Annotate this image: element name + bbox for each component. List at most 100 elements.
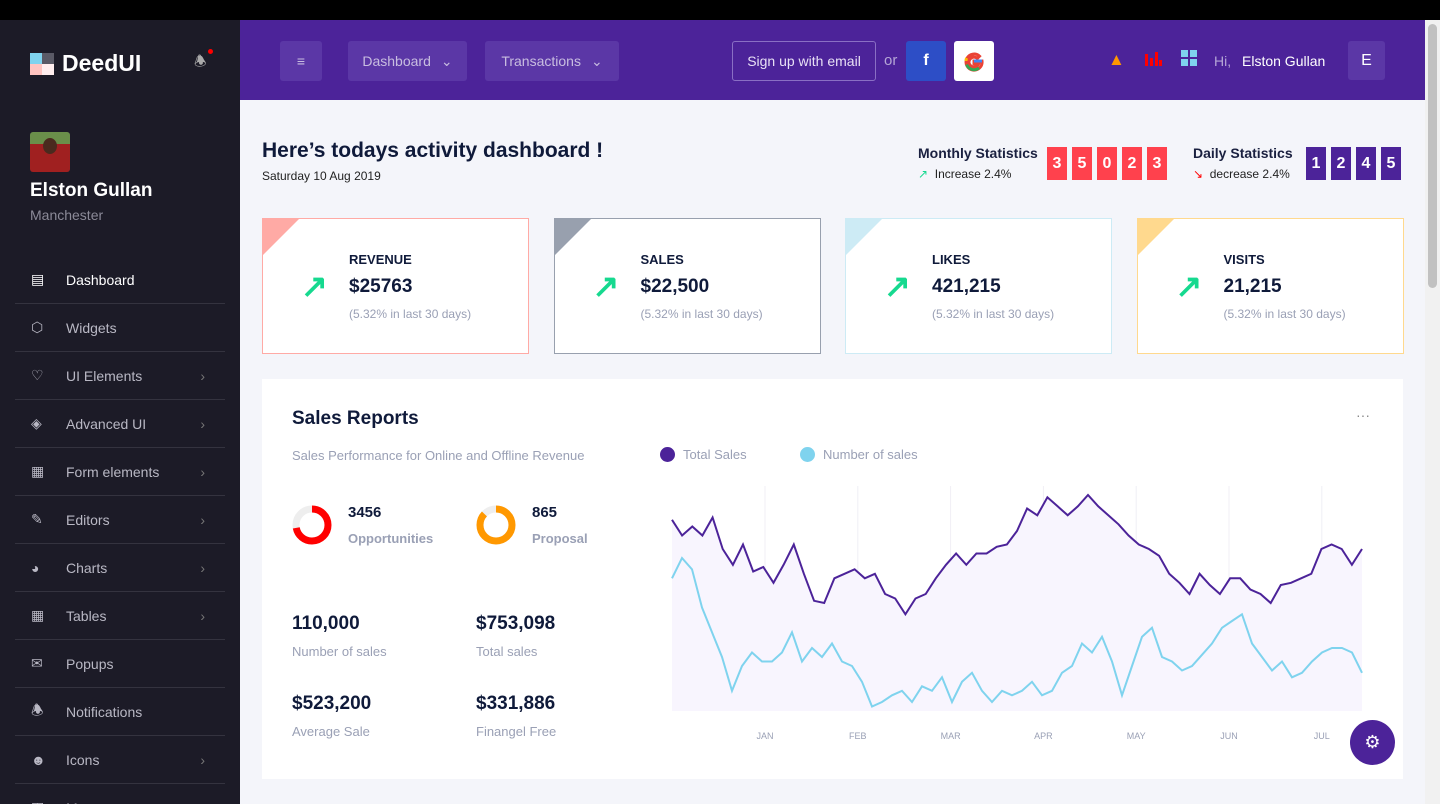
sidebar-item-form-elements[interactable]: ▦ Form elements › — [15, 448, 225, 496]
apps-grid-icon[interactable] — [1181, 50, 1197, 71]
sidebar-item-tables[interactable]: ▦ Tables › — [15, 592, 225, 640]
sidebar-item-label: UI Elements — [66, 367, 143, 384]
card-subtext: (5.32% in last 30 days) — [349, 307, 472, 321]
stat-card-sales[interactable]: ↗ SALES $22,500 (5.32% in last 30 days) — [553, 218, 821, 354]
opportunities-value: 3456 — [348, 504, 382, 521]
daily-digit: 5 — [1381, 147, 1401, 180]
grid-icon: ▦ — [31, 463, 45, 479]
more-options-icon[interactable]: ··· — [1356, 407, 1370, 423]
chevron-right-icon: › — [200, 751, 205, 768]
number-of-sales-value: 110,000 — [292, 613, 360, 634]
sidebar-item-dashboard[interactable]: ▤ Dashboard — [15, 256, 225, 304]
proposal-label: Proposal — [532, 531, 588, 546]
cube-icon: ⬡ — [31, 319, 44, 335]
stat-card-revenue[interactable]: ↗ REVENUE $25763 (5.32% in last 30 days) — [262, 218, 529, 354]
sidebar-item-label: Advanced UI — [66, 415, 147, 432]
sidebar-item-icons[interactable]: ☻ Icons › — [15, 736, 225, 784]
series-area — [672, 495, 1362, 711]
sidebar: DeedUI 🕭 Elston Gullan Manchester ▤ Dashb… — [0, 20, 240, 804]
number-of-sales-label: Number of sales — [292, 644, 387, 659]
stat-card-likes[interactable]: ↗ LIKES 421,215 (5.32% in last 30 days) — [845, 218, 1112, 354]
facebook-button[interactable]: f — [906, 41, 946, 81]
profile-name: Elston Gullan — [30, 180, 153, 201]
sidebar-item-advanced-ui[interactable]: ◈ Advanced UI › — [15, 400, 225, 448]
daily-change-text: decrease 2.4% — [1209, 167, 1290, 181]
sidebar-item-editors[interactable]: ✎ Editors › — [15, 496, 225, 544]
x-tick-label: MAR — [941, 731, 962, 741]
card-value: 421,215 — [932, 276, 1001, 297]
facebook-icon: f — [923, 52, 929, 69]
sidebar-item-label: Maps — [66, 800, 100, 804]
legend-label: Total Sales — [683, 447, 747, 462]
monthly-stats-label: Monthly Statistics — [918, 145, 1038, 161]
total-sales-label: Total sales — [476, 644, 538, 659]
card-corner-accent — [1137, 219, 1174, 255]
signup-email-button[interactable]: Sign up with email — [732, 41, 876, 81]
menu-toggle-button[interactable]: ≡ — [280, 41, 322, 81]
google-icon — [964, 52, 984, 72]
hamburger-icon: ≡ — [296, 53, 306, 69]
x-tick-label: JUL — [1314, 731, 1330, 741]
chevron-right-icon: › — [200, 607, 205, 624]
transactions-dropdown-label: Transactions — [501, 53, 581, 69]
sidebar-item-charts[interactable]: ◕ Charts › — [15, 544, 225, 592]
trend-up-icon: ↗ — [884, 268, 911, 304]
chevron-right-icon: › — [200, 367, 205, 384]
card-subtext: (5.32% in last 30 days) — [932, 307, 1055, 321]
stat-card-visits[interactable]: ↗ VISITS 21,215 (5.32% in last 30 days) — [1136, 218, 1404, 354]
sales-line-chart: JAN FEB MAR APR MAY JUN JUL — [671, 486, 1363, 741]
daily-digit: 4 — [1356, 147, 1376, 180]
dashboard-dropdown-label: Dashboard — [362, 53, 431, 69]
monthly-digit: 3 — [1147, 147, 1167, 180]
monthly-digit: 0 — [1097, 147, 1117, 180]
x-tick-label: FEB — [849, 731, 867, 741]
transactions-dropdown[interactable]: Transactions ⌄ — [485, 41, 619, 81]
sidebar-item-label: Widgets — [66, 319, 117, 336]
page-title: Here’s todays activity dashboard ! — [262, 139, 604, 162]
opportunities-label: Opportunities — [348, 531, 434, 546]
sidebar-nav: ▤ Dashboard ⬡ Widgets ♡ UI Elements › ◈ Advanced… — [15, 256, 225, 804]
or-text: or — [884, 52, 898, 69]
laptop-icon: ▤ — [31, 271, 45, 287]
scrollbar-thumb[interactable] — [1428, 24, 1437, 288]
sidebar-item-label: Popups — [66, 655, 114, 672]
daily-stats-change: ↘ decrease 2.4% — [1193, 167, 1290, 181]
dashboard-dropdown[interactable]: Dashboard ⌄ — [348, 41, 467, 81]
sidebar-item-popups[interactable]: ✉ Popups — [15, 640, 225, 688]
sidebar-item-widgets[interactable]: ⬡ Widgets — [15, 304, 225, 352]
finangel-free-value: $331,886 — [476, 693, 556, 714]
monthly-stats-change: ↗ Increase 2.4% — [918, 167, 1011, 181]
notification-bell-icon[interactable]: 🕭 — [194, 53, 207, 69]
map-icon: ◫ — [15, 799, 66, 804]
user-avatar-button[interactable]: E — [1348, 41, 1385, 80]
sidebar-item-maps[interactable]: ◫Maps › — [15, 784, 225, 804]
google-button[interactable] — [954, 41, 994, 81]
legend-number-of-sales[interactable]: Number of sales — [800, 447, 918, 462]
series-line-number-of-sales — [671, 556, 1363, 708]
greeting-text: Hi, — [1214, 53, 1232, 69]
top-header: ≡ Dashboard ⌄ Transactions ⌄ Sign up with … — [240, 20, 1425, 100]
gear-icon: ⚙ — [1364, 732, 1381, 752]
brand-name: DeedUI — [62, 50, 142, 76]
pie-chart-icon: ◕ — [31, 559, 40, 576]
legend-total-sales[interactable]: Total Sales — [660, 447, 747, 462]
settings-fab-button[interactable]: ⚙ — [1350, 720, 1395, 765]
bar-chart-icon[interactable] — [1144, 50, 1162, 71]
sidebar-item-ui-elements[interactable]: ♡ UI Elements › — [15, 352, 225, 400]
profile-location: Manchester — [30, 207, 104, 223]
monthly-change-text: Increase 2.4% — [934, 167, 1012, 181]
daily-stats-label: Daily Statistics — [1193, 145, 1293, 161]
edit-icon: ✎ — [31, 511, 43, 527]
profile-avatar[interactable] — [30, 132, 70, 172]
proposal-donut — [476, 505, 516, 545]
basket-icon[interactable]: ▲ — [1108, 50, 1125, 69]
chevron-right-icon: › — [200, 559, 205, 576]
card-label: SALES — [640, 252, 684, 267]
header-user-name[interactable]: Elston Gullan — [1242, 53, 1326, 69]
brand-logo[interactable]: DeedUI — [30, 50, 141, 77]
browser-top-bar — [0, 0, 1440, 20]
sidebar-item-notifications[interactable]: 🕭 Notifications — [15, 688, 225, 736]
card-value: $25763 — [349, 276, 413, 297]
card-label: LIKES — [932, 252, 971, 267]
